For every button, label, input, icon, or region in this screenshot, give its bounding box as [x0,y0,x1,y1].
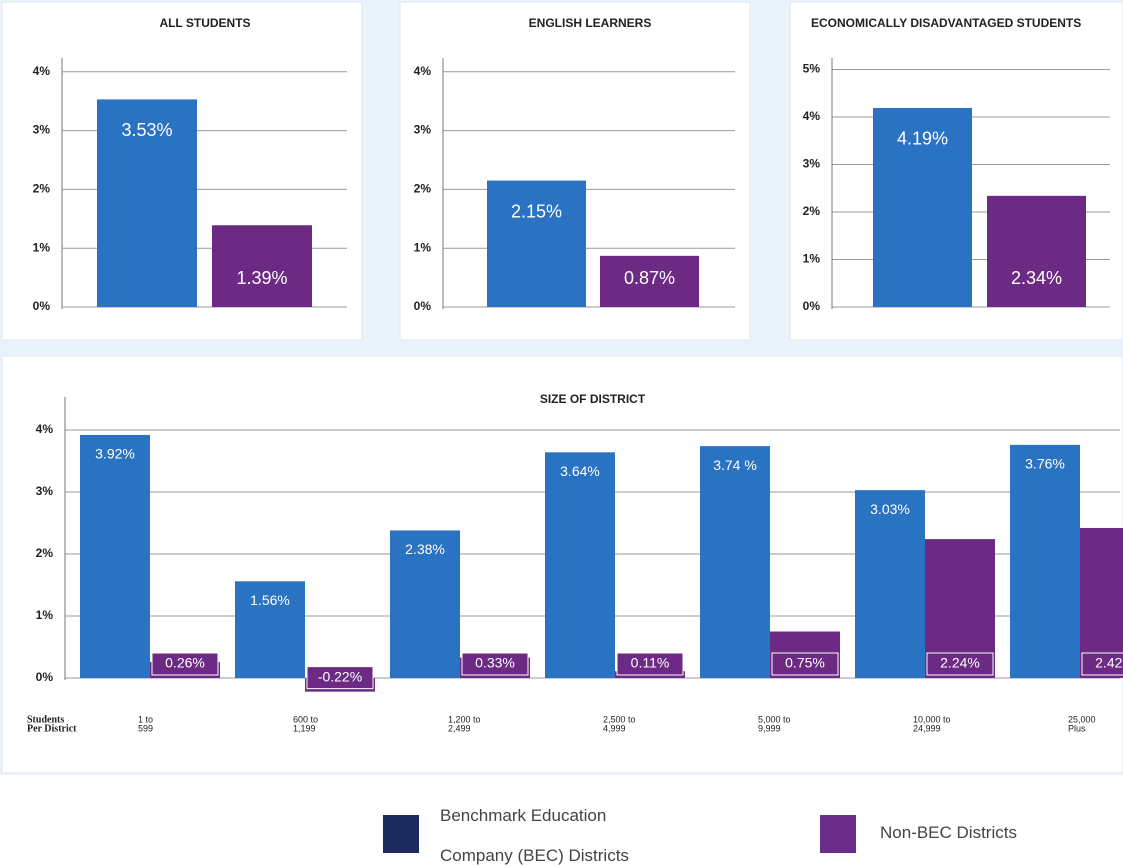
value-label: 0.26% [165,655,205,671]
x-tick-label: 10,000 to [913,714,951,724]
value-label-box [461,652,529,676]
bar [80,434,150,678]
y-tick-label: 4% [803,109,821,123]
x-tick-label: 1,199 [293,723,316,733]
y-tick-label: 3% [33,123,51,137]
value-label: 1.39% [236,268,287,288]
value-label: 2.42% [1095,655,1123,671]
chart-title-box: SIZE OF DISTRICT [539,392,646,406]
bar [600,255,699,307]
x-tick-label: 5,000 to [758,714,791,724]
value-label: 0.75% [785,655,825,671]
y-tick-label: 1% [36,608,54,622]
value-label: 1.56% [250,592,290,608]
value-label: 3.64% [560,463,600,479]
y-tick-label: 2% [33,182,51,196]
bar [97,99,197,308]
value-label: 3.76% [1025,456,1065,472]
x-axis-label: Per District [27,723,77,734]
chart-title: SIZE OF DISTRICT [539,392,646,406]
chart-title-box: ALL STUDENTS [159,16,251,30]
x-tick-label: 600 to [293,714,318,724]
y-tick-label: 0% [36,670,54,684]
value-label: 3.53% [121,120,172,140]
value-label: 0.33% [475,655,515,671]
x-tick-label: 1,200 to [448,714,481,724]
legend-area [0,775,1123,867]
y-tick-label: 3% [36,484,54,498]
x-tick-label: 25,000 [1068,714,1096,724]
bar [700,446,770,678]
y-tick-label: 0% [414,299,432,313]
x-axis-label: Students [27,714,64,725]
value-label: 3.92% [95,446,135,462]
chart-title: ENGLISH LEARNERS [528,16,652,30]
bar [855,490,925,678]
value-label: 2.24% [940,655,980,671]
y-tick-label: 4% [36,422,54,436]
value-label-box [151,652,219,676]
bar [235,581,305,678]
bar [873,107,972,307]
bar [212,225,312,307]
legend-label-box: Non-BEC Districts [880,823,1017,842]
y-tick-label: 1% [803,252,821,266]
bar [390,530,460,678]
value-label-box [306,666,374,690]
x-tick-label: 599 [138,723,153,733]
value-label-box [926,652,994,676]
y-tick-label: 4% [33,64,51,78]
y-tick-label: 3% [414,123,432,137]
x-tick-label: 4,999 [603,723,626,733]
y-tick-label: 1% [33,240,51,254]
value-label: -0.22% [318,668,362,684]
y-tick-label: 2% [803,204,821,218]
y-tick-label: 2% [36,546,54,560]
value-label-box [771,652,839,676]
chart-title-box: ECONOMICALLY DISADVANTAGED STUDENTS [811,16,1082,30]
y-tick-label: 5% [803,62,821,76]
x-tick-label: 2,499 [448,723,471,733]
y-tick-label: 4% [414,64,432,78]
y-tick-label: 0% [33,299,51,313]
chart-title-box: ENGLISH LEARNERS [528,16,652,30]
x-tick-label: Plus [1068,723,1086,733]
legend-swatch [383,815,419,853]
y-tick-label: 2% [414,182,432,196]
y-tick-label: 0% [803,299,821,313]
x-tick-label: 1 to [138,714,153,724]
value-label: 2.38% [405,541,445,557]
value-label-box [616,652,684,676]
bar [487,180,586,307]
bar [1010,444,1080,678]
chart-title: ECONOMICALLY DISADVANTAGED STUDENTS [811,16,1082,30]
x-tick-label: 9,999 [758,723,781,733]
legend-label: Non-BEC Districts [880,823,1017,842]
legend-swatch [820,815,856,853]
legend-label-box: Benchmark Education Company (BEC) Distri… [440,806,629,865]
chart-title: ALL STUDENTS [159,16,251,30]
x-tick-label: 2,500 to [603,714,636,724]
value-label: 0.11% [631,655,670,671]
value-label: 4.19% [897,129,948,149]
bar [987,195,1086,307]
value-label: 3.03% [870,501,910,517]
value-label-box [1081,652,1123,676]
y-tick-label: 3% [803,157,821,171]
y-tick-label: 1% [414,240,432,254]
value-label: 2.34% [1011,268,1062,288]
value-label: 2.15% [511,201,562,221]
value-label: 0.87% [624,268,675,288]
x-tick-label: 24,999 [913,723,941,733]
value-label: 3.74 % [713,457,757,473]
bar [545,452,615,678]
legend-label: Benchmark Education Company (BEC) Distri… [440,806,629,865]
